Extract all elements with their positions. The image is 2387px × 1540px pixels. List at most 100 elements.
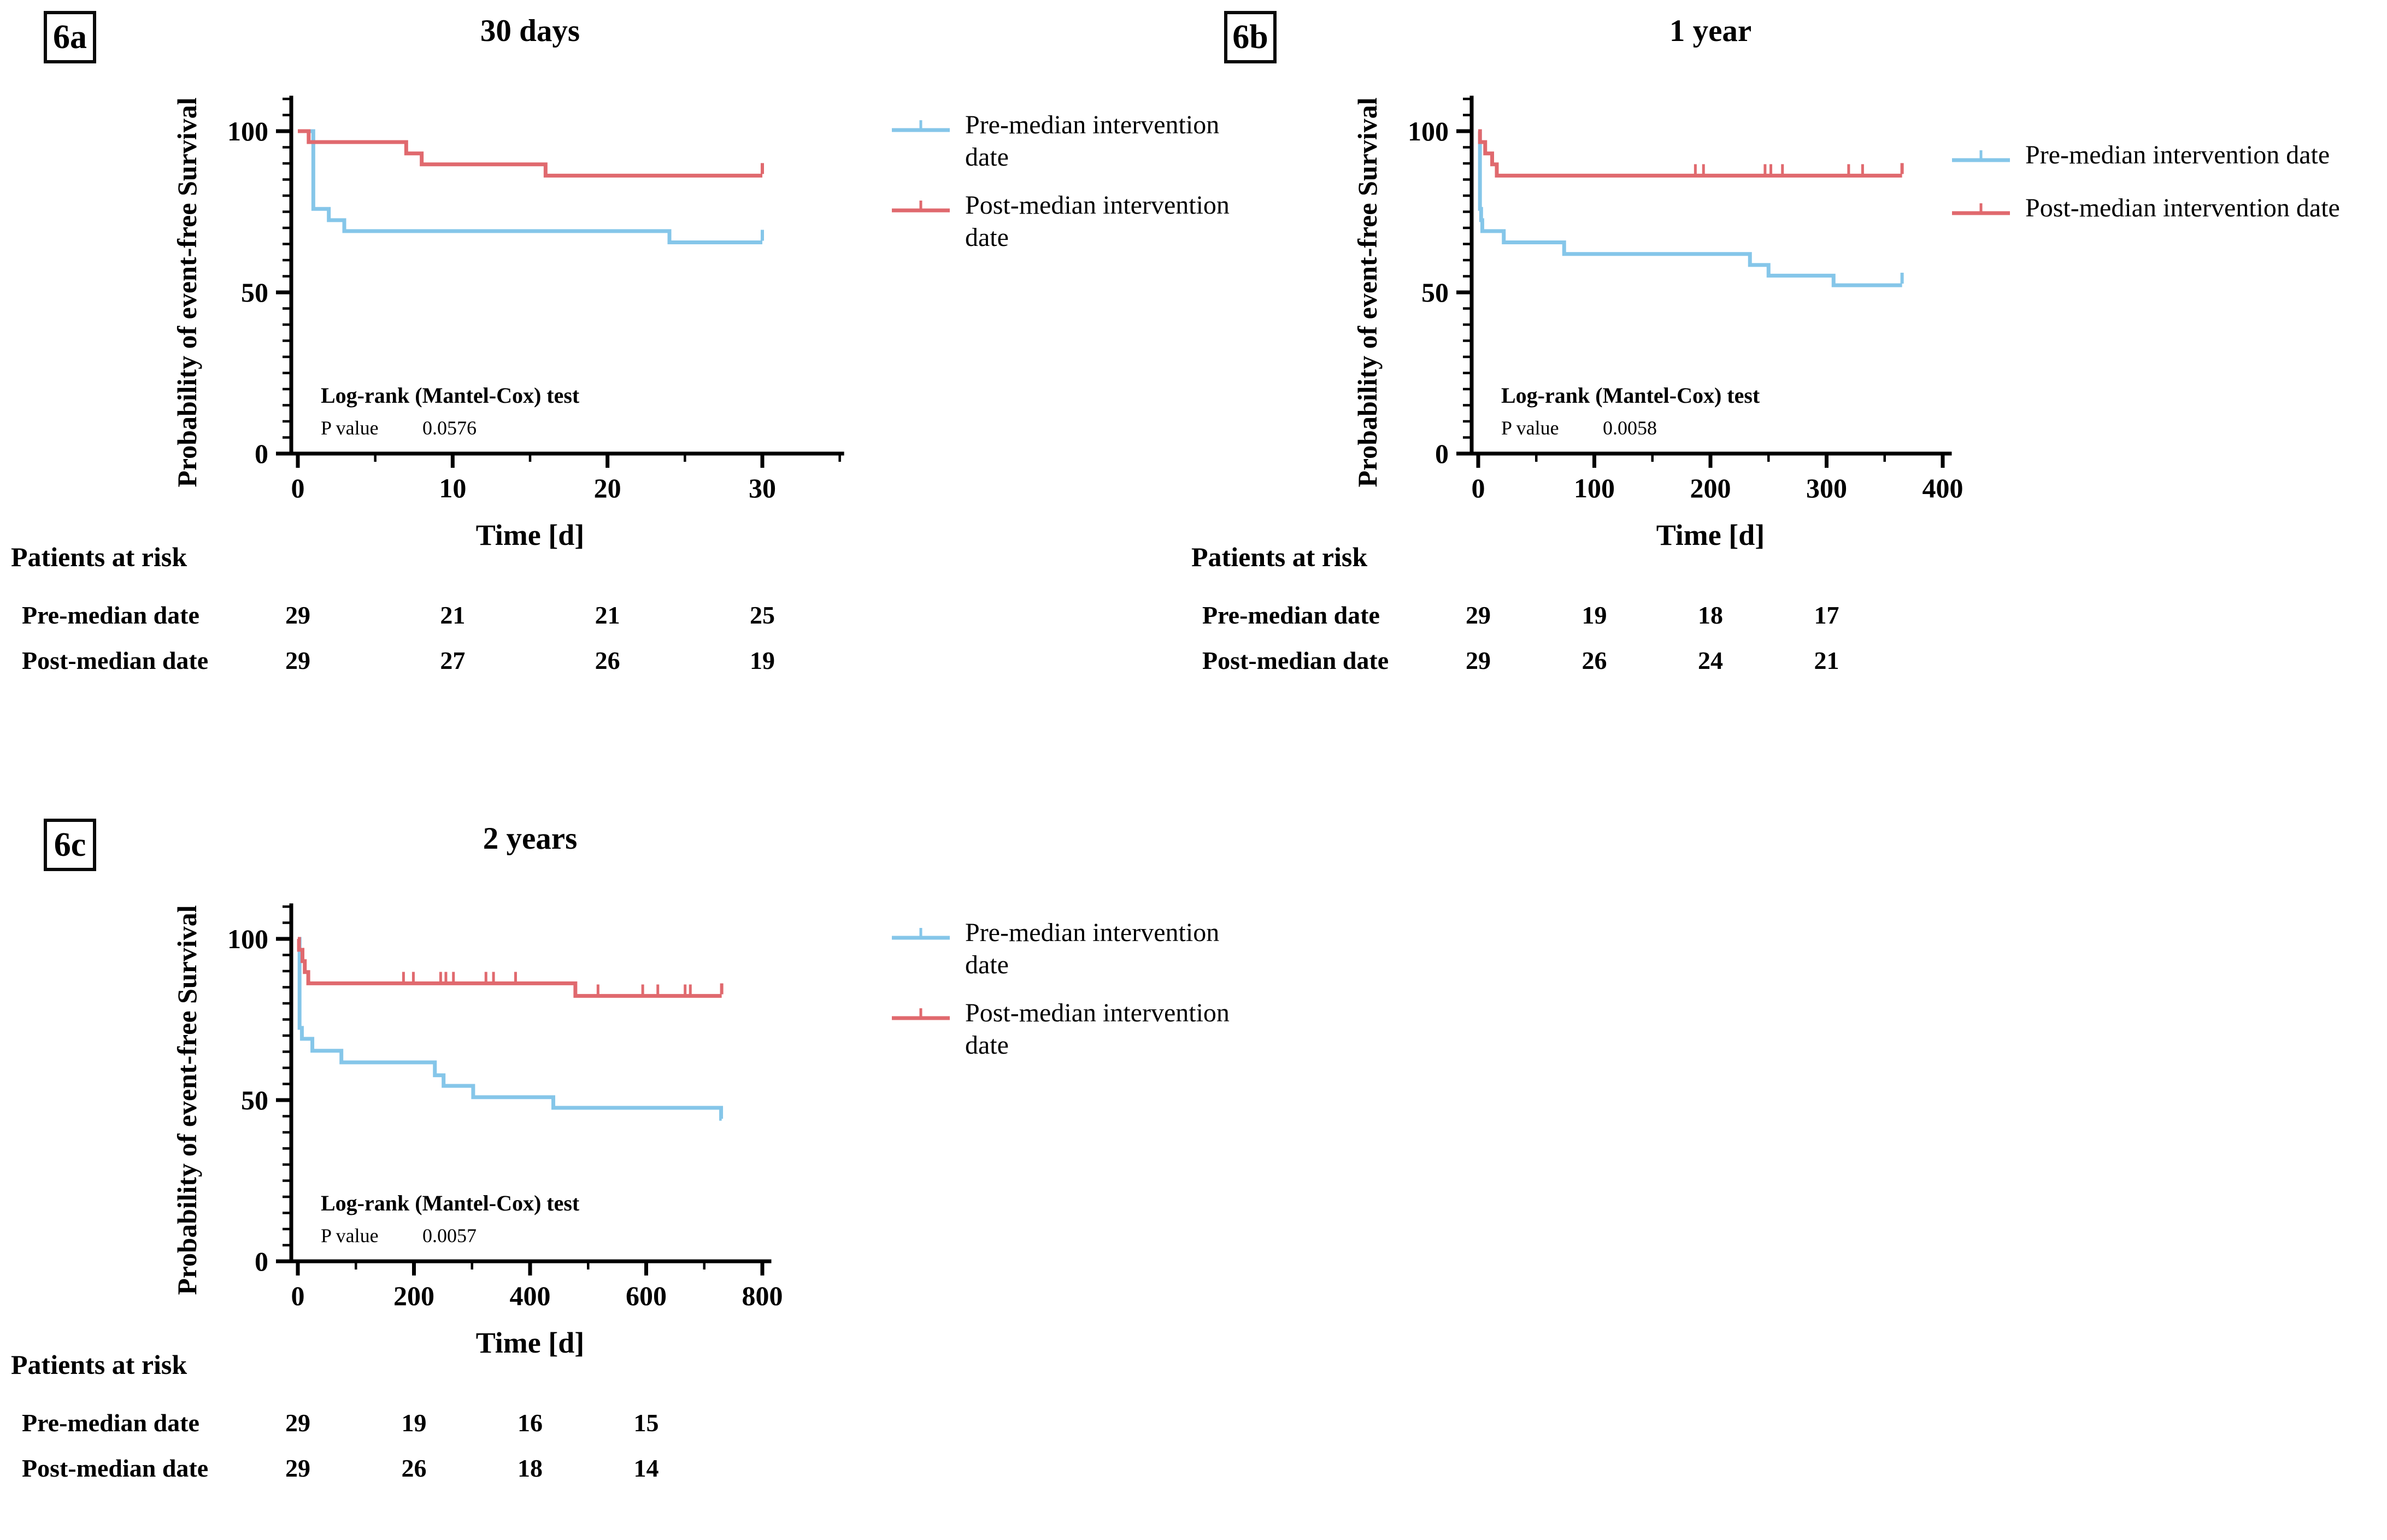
km-plot-svg-6a: 0 50 100 0 10 20 30 Time [d] Probability of even… xyxy=(172,96,844,551)
at-risk-value: 26 xyxy=(595,646,620,674)
at-risk-row-label: Post-median date xyxy=(1202,646,1389,674)
km-plot-svg-6b: 0 50 100 0 100 200 300 400 Time [d] Probability o… xyxy=(1352,96,1963,551)
legend-label: Pre-median intervention date xyxy=(965,110,1220,172)
at-risk-value: 29 xyxy=(285,646,310,674)
panel-label-box: 6a xyxy=(44,11,96,63)
at-risk-value: 14 xyxy=(633,1454,659,1482)
svg-text:Time [d]: Time [d] xyxy=(476,1326,585,1359)
at-risk-value: 26 xyxy=(401,1454,427,1482)
panel-title: 2 years xyxy=(483,821,578,856)
svg-text:30: 30 xyxy=(749,473,776,503)
pre-median-line-swatch xyxy=(1952,150,2010,162)
svg-text:100: 100 xyxy=(1408,116,1449,146)
at-risk-value: 29 xyxy=(285,601,310,629)
svg-text:50: 50 xyxy=(241,1085,268,1115)
svg-text:100: 100 xyxy=(227,116,268,146)
svg-text:300: 300 xyxy=(1806,473,1847,503)
at-risk-value: 24 xyxy=(1698,646,1723,674)
at-risk-title: Patients at risk xyxy=(1191,542,1368,572)
panel-6b: 6b 1 year 0 50 100 0 100 200 300 400 Time [d] Pro… xyxy=(1191,5,2387,732)
at-risk-row-label: Post-median date xyxy=(22,646,209,674)
at-risk-value: 19 xyxy=(1581,601,1607,629)
svg-text:0.0576: 0.0576 xyxy=(422,417,477,439)
at-risk-title: Patients at risk xyxy=(11,1349,187,1380)
at-risk-row-label: Pre-median date xyxy=(1202,601,1380,629)
svg-text:Log-rank (Mantel-Cox) test: Log-rank (Mantel-Cox) test xyxy=(321,1191,580,1215)
svg-text:0: 0 xyxy=(291,1280,305,1311)
post-median-line-swatch xyxy=(1952,203,2010,215)
legend-item-post-median: Post-median intervention date xyxy=(891,190,1263,254)
at-risk-value: 21 xyxy=(1814,646,1839,674)
pre-median-line-swatch xyxy=(892,120,950,132)
svg-text:10: 10 xyxy=(439,473,466,503)
panel-label-box: 6b xyxy=(1224,11,1277,63)
svg-text:P value: P value xyxy=(321,1225,379,1247)
svg-text:400: 400 xyxy=(510,1280,551,1311)
panel-title: 1 year xyxy=(1669,14,1752,48)
svg-text:0.0058: 0.0058 xyxy=(1603,417,1657,439)
panel-6a: 6a 30 days 0 50 100 0 10 20 30 Time [d] Probabil… xyxy=(11,5,1331,732)
at-risk-row-pre: Pre-median date 29 19 18 17 xyxy=(1202,598,2387,632)
legend-item-post-median: Post-median intervention date xyxy=(1951,192,2387,225)
svg-text:0: 0 xyxy=(255,438,268,469)
legend: Pre-median intervention date Post-median… xyxy=(891,917,1263,1078)
svg-text:Probability of event-free Surv: Probability of event-free Survival xyxy=(172,97,202,487)
at-risk-value: 18 xyxy=(518,1454,543,1482)
svg-text:Log-rank (Mantel-Cox) test: Log-rank (Mantel-Cox) test xyxy=(321,383,580,408)
svg-text:0.0057: 0.0057 xyxy=(422,1225,477,1247)
svg-text:800: 800 xyxy=(742,1280,783,1311)
post-median-line-swatch xyxy=(892,1008,950,1020)
legend-label: Post-median intervention date xyxy=(965,191,1230,252)
legend: Pre-median intervention date Post-median… xyxy=(1951,139,2387,245)
km-plot: 0 50 100 0 200 400 600 800 Time [d] Probability o… xyxy=(161,821,954,1428)
svg-text:Probability of event-free Surv: Probability of event-free Survival xyxy=(1352,97,1383,487)
km-plot-svg-6c: 0 50 100 0 200 400 600 800 Time [d] Probability o… xyxy=(172,903,783,1359)
legend-item-pre-median: Pre-median intervention date xyxy=(1951,139,2387,172)
panel-title: 30 days xyxy=(480,14,580,48)
at-risk-value: 21 xyxy=(595,601,620,629)
at-risk-row-post: Post-median date 29 26 18 14 xyxy=(22,1451,1331,1485)
legend-item-post-median: Post-median intervention date xyxy=(891,997,1263,1061)
svg-text:0: 0 xyxy=(291,473,305,503)
legend-item-pre-median: Pre-median intervention date xyxy=(891,917,1263,981)
at-risk-value: 29 xyxy=(285,1409,310,1437)
svg-text:P value: P value xyxy=(1501,417,1559,439)
at-risk-row-post: Post-median date 29 26 24 21 xyxy=(1202,644,2387,678)
at-risk-row-pre: Pre-median date 29 19 16 15 xyxy=(22,1406,1331,1440)
at-risk-value: 26 xyxy=(1581,646,1607,674)
legend-item-pre-median: Pre-median intervention date xyxy=(891,109,1263,173)
svg-text:0: 0 xyxy=(1435,438,1449,469)
svg-text:100: 100 xyxy=(227,924,268,954)
svg-text:P value: P value xyxy=(321,417,379,439)
at-risk-value: 27 xyxy=(440,646,466,674)
km-plot: 0 50 100 0 10 20 30 Time [d] Probability of even… xyxy=(161,14,954,620)
at-risk-value: 21 xyxy=(440,601,466,629)
legend-label: Post-median intervention date xyxy=(965,998,1230,1060)
legend-label: Post-median intervention date xyxy=(2025,193,2340,222)
svg-text:Probability of event-free Surv: Probability of event-free Survival xyxy=(172,905,202,1295)
at-risk-value: 29 xyxy=(1466,601,1491,629)
svg-text:200: 200 xyxy=(393,1280,434,1311)
legend: Pre-median intervention date Post-median… xyxy=(891,109,1263,270)
svg-text:200: 200 xyxy=(1690,473,1731,503)
at-risk-value: 15 xyxy=(633,1409,659,1437)
at-risk-title: Patients at risk xyxy=(11,542,187,572)
svg-text:50: 50 xyxy=(1421,277,1449,308)
at-risk-value: 19 xyxy=(750,646,775,674)
svg-text:20: 20 xyxy=(594,473,621,503)
svg-text:Log-rank (Mantel-Cox) test: Log-rank (Mantel-Cox) test xyxy=(1501,383,1760,408)
legend-label: Pre-median intervention date xyxy=(965,918,1220,979)
at-risk-row-label: Post-median date xyxy=(22,1454,209,1482)
svg-text:400: 400 xyxy=(1922,473,1963,503)
svg-text:Time [d]: Time [d] xyxy=(476,519,585,551)
at-risk-value: 19 xyxy=(401,1409,427,1437)
panel-label-box: 6c xyxy=(44,819,96,871)
at-risk-row-pre: Pre-median date 29 21 21 25 xyxy=(22,598,1331,632)
at-risk-value: 16 xyxy=(518,1409,543,1437)
svg-text:50: 50 xyxy=(241,277,268,308)
svg-text:600: 600 xyxy=(626,1280,667,1311)
svg-text:Time [d]: Time [d] xyxy=(1656,519,1765,551)
svg-text:0: 0 xyxy=(1472,473,1485,503)
pre-median-line-swatch xyxy=(892,928,950,940)
svg-text:0: 0 xyxy=(255,1246,268,1277)
